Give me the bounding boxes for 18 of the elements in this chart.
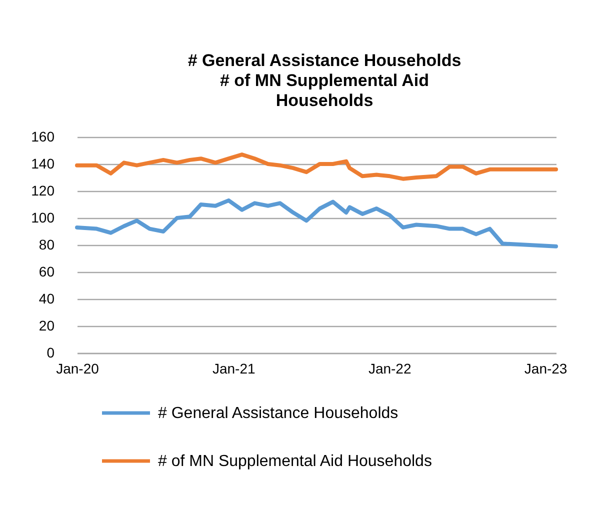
line-series: [75, 152, 558, 181]
line-series: [75, 198, 558, 248]
y-tick-label: 40: [38, 290, 55, 306]
legend-label: # General Assistance Households: [158, 405, 398, 422]
x-tick-label: Jan-21: [212, 360, 256, 376]
x-tick-label: Jan-22: [368, 360, 412, 376]
y-tick-label: 0: [46, 344, 55, 360]
x-tick-label: Jan-20: [56, 360, 100, 376]
y-tick-label: 100: [31, 210, 55, 226]
y-tick-label: 60: [38, 264, 55, 280]
y-tick-label: 160: [31, 128, 55, 144]
y-tick-label: 120: [31, 182, 55, 198]
y-tick-label: 80: [38, 236, 55, 252]
y-tick-label: 140: [31, 156, 55, 172]
y-tick-label: 20: [38, 318, 55, 334]
chart-title: # General Assistance Households # of MN Supplemental Aid Households: [188, 51, 462, 110]
legend-label: # of MN Supplemental Aid Households: [158, 453, 432, 470]
x-tick-label: Jan-23: [524, 360, 568, 376]
